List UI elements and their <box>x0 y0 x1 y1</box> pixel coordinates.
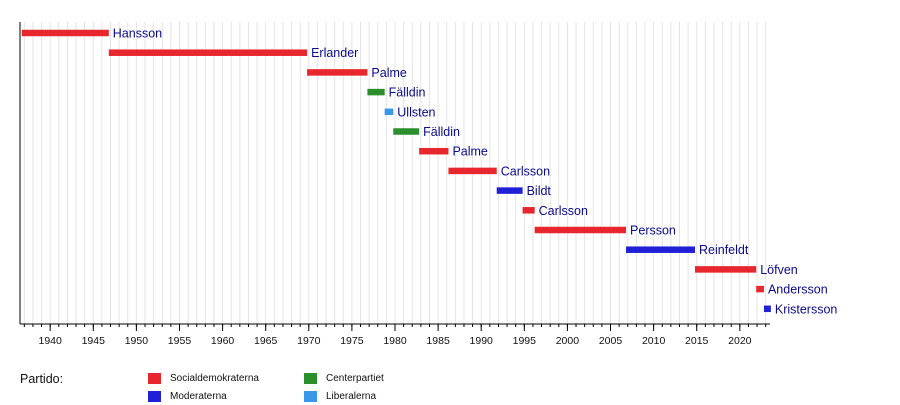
bar-label: Andersson <box>768 283 828 297</box>
x-tick-label: 1980 <box>383 335 407 347</box>
grid-lines <box>23 22 767 324</box>
bar-label: Palme <box>371 66 406 80</box>
bar-label: Carlsson <box>539 204 588 218</box>
legend-swatch <box>148 391 161 402</box>
legend-item-centerpartiet: Centerpartiet <box>304 373 384 384</box>
timeline-bar <box>108 49 308 56</box>
x-tick-label: 1985 <box>426 335 450 347</box>
x-tick-label: 1965 <box>254 335 278 347</box>
timeline-bar <box>21 29 109 37</box>
x-tick-label: 1975 <box>340 335 364 347</box>
legend-label: Liberalerna <box>326 391 377 402</box>
x-tick-label: 2005 <box>599 335 623 347</box>
bar-label: Reinfeldt <box>699 243 749 257</box>
legend-item-moderaterna: Moderaterna <box>148 391 227 402</box>
timeline-bar <box>763 305 771 313</box>
timeline-bar <box>496 187 523 194</box>
timeline-bar <box>367 88 385 96</box>
bar-label: Bildt <box>527 184 552 198</box>
x-tick-label: 1955 <box>168 335 192 347</box>
x-tick-label: 2020 <box>728 335 752 347</box>
legend-label: Moderaterna <box>170 391 227 402</box>
bar-label: Persson <box>630 224 676 238</box>
timeline-bar <box>307 69 368 76</box>
x-tick-label: 1990 <box>470 335 494 347</box>
timeline-bar <box>384 108 394 116</box>
bar-label: Kristersson <box>775 302 838 316</box>
x-tick-label: 1940 <box>38 335 62 347</box>
x-tick-label: 1945 <box>82 335 106 347</box>
x-tick-label: 1995 <box>513 335 537 347</box>
timeline-bar <box>534 226 627 234</box>
legend-swatch <box>304 391 317 402</box>
legend-item-liberalerna: Liberalerna <box>304 391 376 402</box>
timeline-bar <box>756 285 764 293</box>
timeline-bar <box>419 147 449 155</box>
legend-label: Centerpartiet <box>326 373 384 384</box>
timeline-bar <box>522 207 535 214</box>
bar-label: Carlsson <box>501 164 550 178</box>
bar-label: Hansson <box>113 27 162 41</box>
legend-label: Socialdemokraterna <box>170 373 259 384</box>
x-tick-label: 1950 <box>125 335 149 347</box>
bars: Hansson Erlander Palme Fälldin Ullsten Fälldi… <box>21 27 838 316</box>
bar-label: Fälldin <box>389 86 426 100</box>
legend-swatch <box>148 373 161 384</box>
bar-label: Ullsten <box>397 105 435 119</box>
bar-label: Erlander <box>311 46 358 60</box>
x-tick-label: 2010 <box>642 335 666 347</box>
bar-label: Palme <box>452 145 487 159</box>
bar-label: Löfven <box>760 263 798 277</box>
x-tick-label: 1960 <box>211 335 235 347</box>
timeline-bar <box>448 167 497 175</box>
legend-swatch <box>304 373 317 384</box>
timeline-bar <box>695 266 757 273</box>
timeline-bar <box>626 246 695 253</box>
legend-title: Partido: <box>20 372 64 386</box>
legend-item-socialdemokraterna: Socialdemokraterna <box>148 373 259 384</box>
timeline-bar <box>393 128 420 135</box>
x-tick-label: 1970 <box>297 335 321 347</box>
x-tick-label: 2015 <box>685 335 709 347</box>
x-tick-label: 2000 <box>556 335 580 347</box>
bar-label: Fälldin <box>423 125 460 139</box>
x-axis: 1940 1945 1950 1955 1960 1965 1970 1975 1980 1985… <box>19 22 770 347</box>
